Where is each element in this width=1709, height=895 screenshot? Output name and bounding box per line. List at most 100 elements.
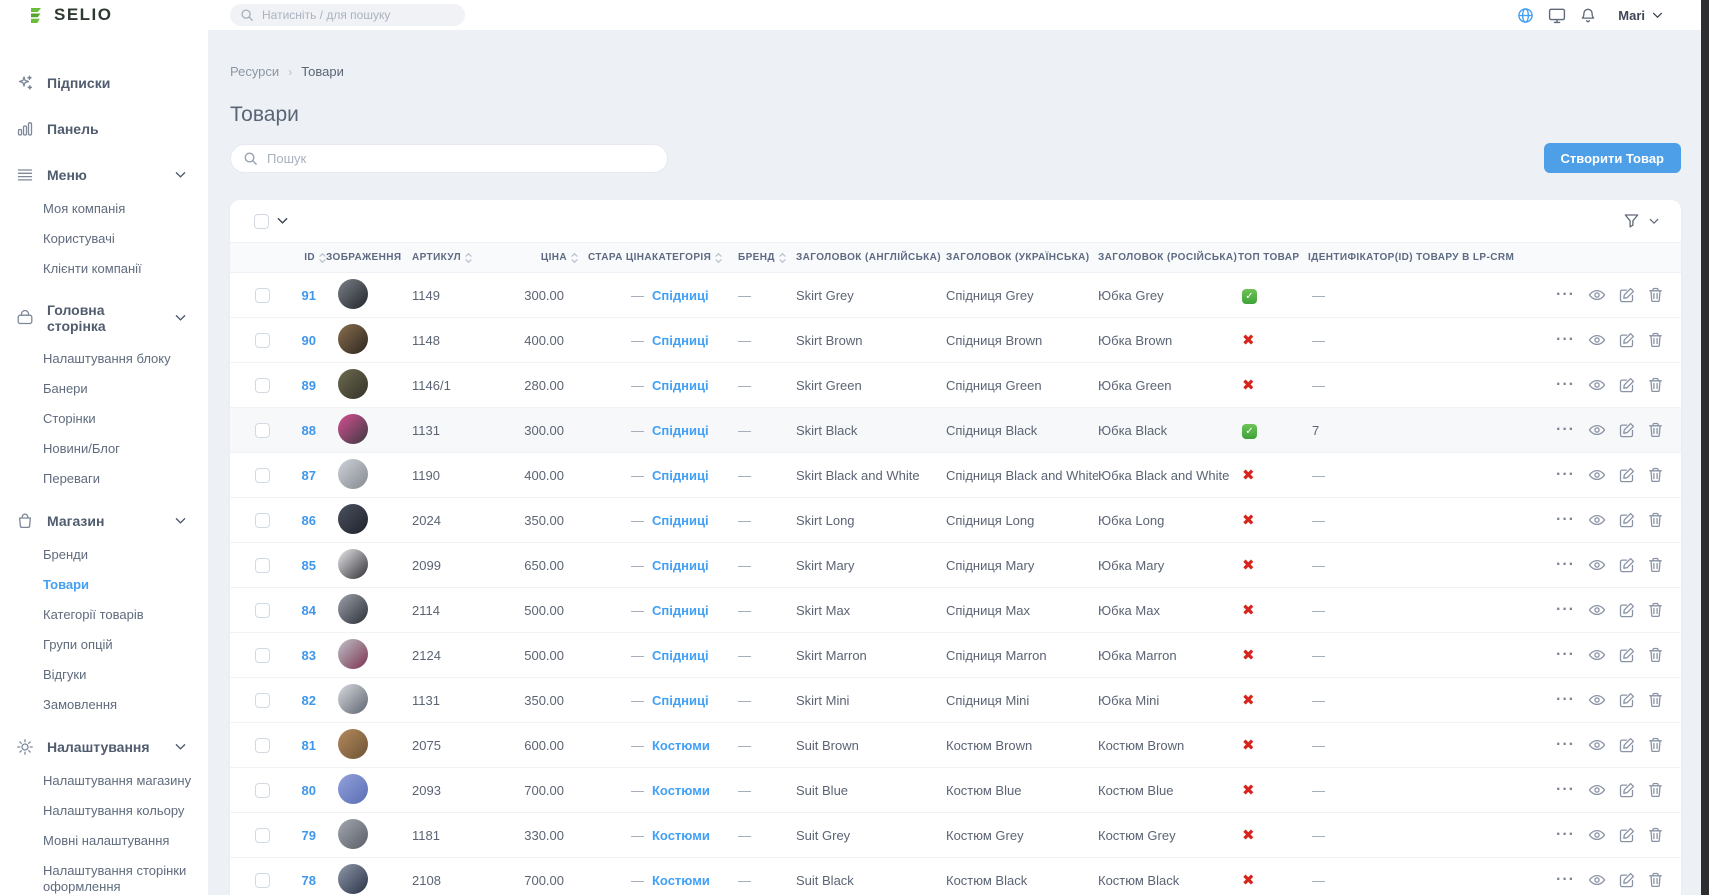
product-id-link[interactable]: 82 <box>301 692 316 708</box>
sidebar-section-0[interactable]: Підписки <box>10 64 194 102</box>
more-options-icon[interactable]: ··· <box>1556 782 1575 798</box>
product-image[interactable] <box>338 818 368 849</box>
view-eye-icon[interactable] <box>1588 602 1606 618</box>
product-image[interactable] <box>338 368 368 399</box>
product-image[interactable] <box>338 728 368 759</box>
product-image[interactable] <box>338 458 368 489</box>
view-eye-icon[interactable] <box>1588 467 1606 483</box>
category-link[interactable]: Спідниці <box>652 602 709 618</box>
more-options-icon[interactable]: ··· <box>1556 827 1575 843</box>
bell-icon[interactable] <box>1580 7 1596 24</box>
column-header[interactable]: ID <box>284 252 326 264</box>
more-options-icon[interactable]: ··· <box>1556 512 1575 528</box>
sort-icon[interactable] <box>319 252 326 264</box>
sidebar-item[interactable]: Сторінки <box>43 411 96 426</box>
sidebar-item[interactable]: Налаштування блоку <box>43 351 171 366</box>
sidebar-item[interactable]: Новини/Блог <box>43 441 120 456</box>
row-checkbox[interactable] <box>254 422 270 438</box>
product-image[interactable] <box>338 413 368 444</box>
view-eye-icon[interactable] <box>1588 872 1606 888</box>
delete-trash-icon[interactable] <box>1648 827 1663 843</box>
sidebar-section-3[interactable]: Головна сторінка <box>10 292 194 344</box>
row-checkbox[interactable] <box>254 332 270 348</box>
sidebar-item[interactable]: Налаштування сторінки оформлення замовле… <box>43 863 187 894</box>
edit-icon[interactable] <box>1619 422 1635 438</box>
product-id-link[interactable]: 83 <box>301 647 316 663</box>
product-id-link[interactable]: 80 <box>301 782 316 798</box>
sidebar-item[interactable]: Користувачі <box>43 231 115 246</box>
category-link[interactable]: Спідниці <box>652 287 709 303</box>
monitor-icon[interactable] <box>1548 7 1566 24</box>
delete-trash-icon[interactable] <box>1648 872 1663 888</box>
bulk-actions-chevron-icon[interactable] <box>277 217 288 225</box>
row-checkbox[interactable] <box>254 287 270 303</box>
product-image[interactable] <box>338 683 368 714</box>
category-link[interactable]: Костюми <box>652 872 710 888</box>
delete-trash-icon[interactable] <box>1648 782 1663 798</box>
delete-trash-icon[interactable] <box>1648 422 1663 438</box>
sidebar-item[interactable]: Налаштування кольору <box>43 803 185 818</box>
row-checkbox[interactable] <box>254 512 270 528</box>
edit-icon[interactable] <box>1619 332 1635 348</box>
delete-trash-icon[interactable] <box>1648 647 1663 663</box>
sort-icon[interactable] <box>779 252 786 264</box>
products-search[interactable] <box>230 143 668 173</box>
sidebar-section-5[interactable]: Налаштування <box>10 728 194 766</box>
filter-control[interactable] <box>1623 213 1659 229</box>
view-eye-icon[interactable] <box>1588 647 1606 663</box>
product-id-link[interactable]: 78 <box>301 872 316 888</box>
delete-trash-icon[interactable] <box>1648 602 1663 618</box>
row-checkbox[interactable] <box>254 602 270 618</box>
sidebar-section-4[interactable]: Магазин <box>10 502 194 540</box>
delete-trash-icon[interactable] <box>1648 467 1663 483</box>
more-options-icon[interactable]: ··· <box>1556 422 1575 438</box>
column-header[interactable]: БРЕНД <box>738 252 796 264</box>
product-id-link[interactable]: 89 <box>301 377 316 393</box>
more-options-icon[interactable]: ··· <box>1556 692 1575 708</box>
category-link[interactable]: Спідниці <box>652 692 709 708</box>
product-id-link[interactable]: 88 <box>301 422 316 438</box>
sidebar-item[interactable]: Налаштування магазину <box>43 773 192 788</box>
product-image[interactable] <box>338 773 368 804</box>
more-options-icon[interactable]: ··· <box>1556 737 1575 753</box>
row-checkbox[interactable] <box>254 872 270 888</box>
category-link[interactable]: Спідниці <box>652 557 709 573</box>
category-link[interactable]: Спідниці <box>652 332 709 348</box>
product-id-link[interactable]: 87 <box>301 467 316 483</box>
sidebar-section-1[interactable]: Панель <box>10 110 194 148</box>
view-eye-icon[interactable] <box>1588 782 1606 798</box>
logo[interactable]: SELIO <box>28 5 113 25</box>
view-eye-icon[interactable] <box>1588 827 1606 843</box>
product-image[interactable] <box>338 638 368 669</box>
product-id-link[interactable]: 85 <box>301 557 316 573</box>
sort-icon[interactable] <box>715 252 722 264</box>
edit-icon[interactable] <box>1619 827 1635 843</box>
sidebar-item[interactable]: Бренди <box>43 547 89 562</box>
vertical-scrollbar[interactable] <box>1701 0 1709 895</box>
edit-icon[interactable] <box>1619 287 1635 303</box>
row-checkbox[interactable] <box>254 467 270 483</box>
product-id-link[interactable]: 79 <box>301 827 316 843</box>
more-options-icon[interactable]: ··· <box>1556 647 1575 663</box>
row-checkbox[interactable] <box>254 377 270 393</box>
sidebar-item-active[interactable]: Товари <box>43 577 90 592</box>
delete-trash-icon[interactable] <box>1648 332 1663 348</box>
sidebar-item[interactable]: Моя компанія <box>43 201 126 216</box>
product-image[interactable] <box>338 863 368 894</box>
select-all-checkbox[interactable] <box>254 213 269 229</box>
delete-trash-icon[interactable] <box>1648 692 1663 708</box>
sidebar-section-2[interactable]: Меню <box>10 156 194 194</box>
product-id-link[interactable]: 81 <box>301 737 316 753</box>
category-link[interactable]: Спідниці <box>652 512 709 528</box>
edit-icon[interactable] <box>1619 647 1635 663</box>
category-link[interactable]: Спідниці <box>652 377 709 393</box>
sidebar-item[interactable]: Банери <box>43 381 88 396</box>
product-id-link[interactable]: 84 <box>301 602 316 618</box>
edit-icon[interactable] <box>1619 557 1635 573</box>
row-checkbox[interactable] <box>254 827 270 843</box>
globe-icon[interactable] <box>1517 7 1534 24</box>
product-id-link[interactable]: 91 <box>301 287 316 303</box>
edit-icon[interactable] <box>1619 782 1635 798</box>
edit-icon[interactable] <box>1619 377 1635 393</box>
view-eye-icon[interactable] <box>1588 422 1606 438</box>
